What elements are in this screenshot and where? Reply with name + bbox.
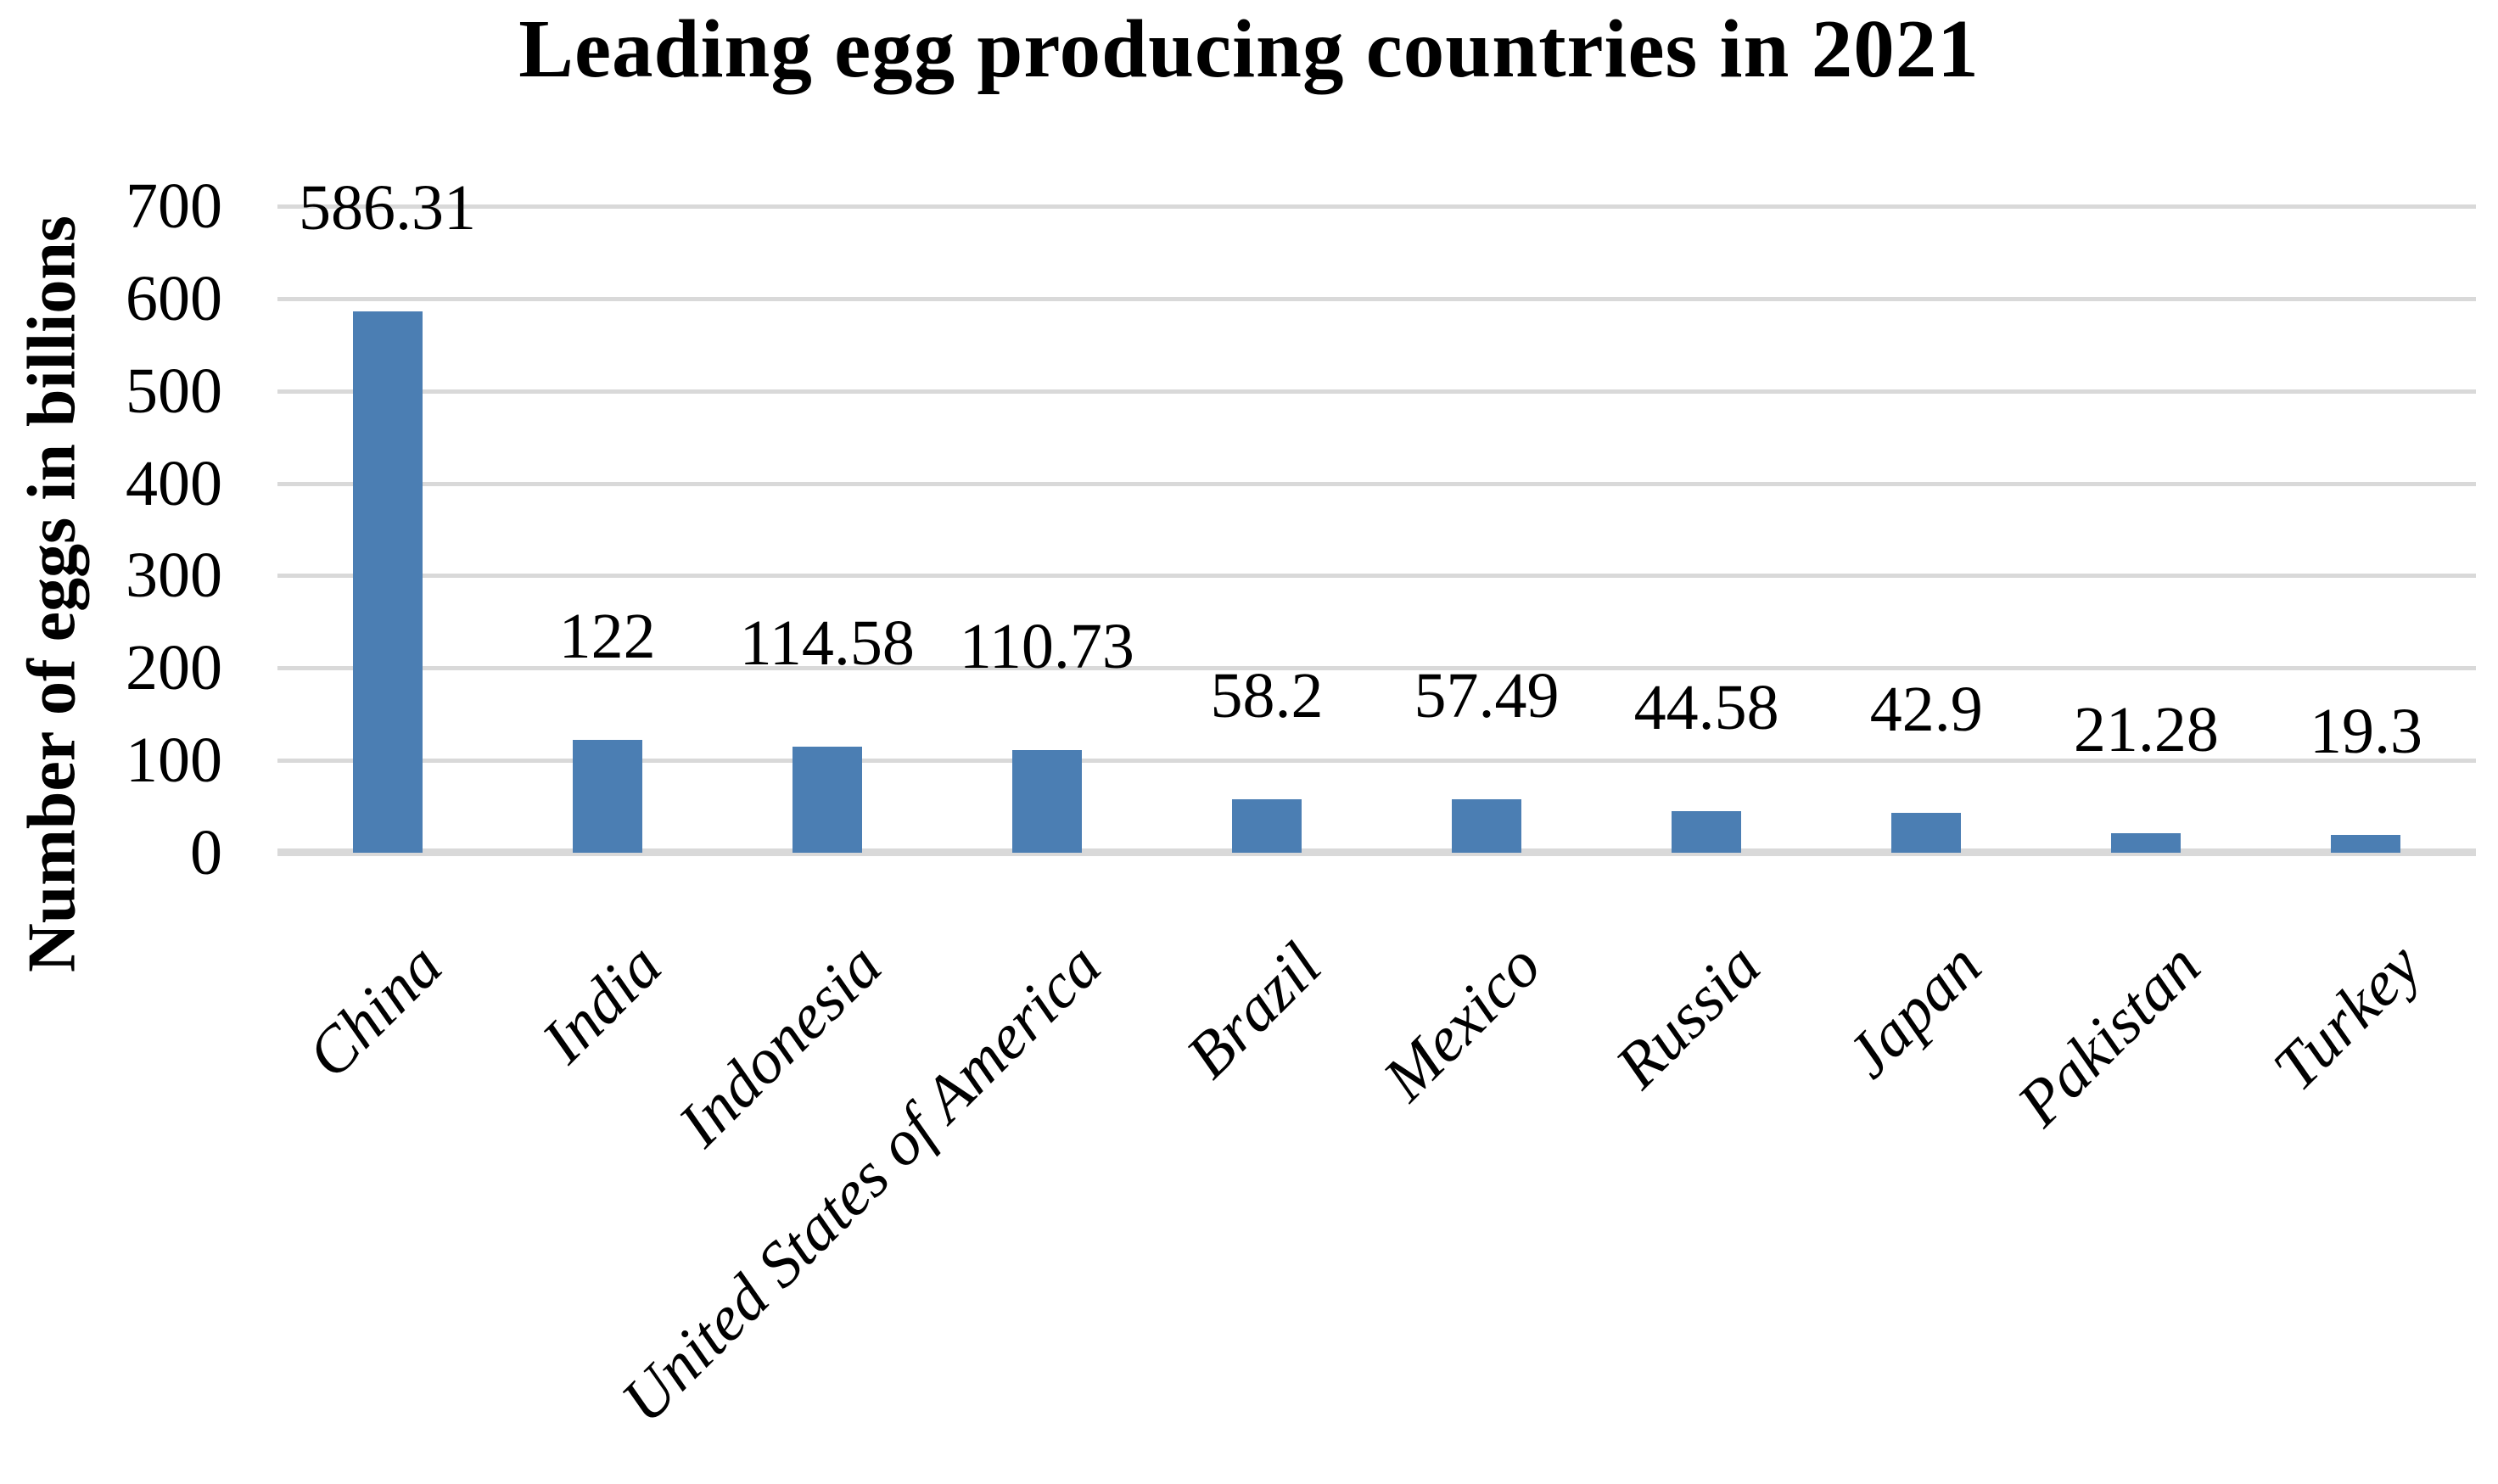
bar xyxy=(1231,798,1302,853)
x-axis-line xyxy=(277,848,2476,856)
x-tick-label: Japan xyxy=(1832,929,1995,1092)
x-tick-label: Brazil xyxy=(1173,929,1336,1092)
x-tick-label: Turkey xyxy=(2259,929,2434,1105)
bar-value-label: 58.2 xyxy=(1210,659,1324,731)
y-tick-label: 700 xyxy=(126,171,222,242)
x-tick-label: Russia xyxy=(1602,929,1775,1102)
gridline xyxy=(277,666,2476,671)
gridline xyxy=(277,574,2476,579)
gridline xyxy=(277,389,2476,394)
x-tick-label: India xyxy=(528,929,675,1077)
bar-value-label: 114.58 xyxy=(739,608,915,680)
gridline xyxy=(277,296,2476,301)
bar-value-label: 57.49 xyxy=(1414,660,1560,732)
y-tick-label: 600 xyxy=(126,262,222,334)
y-tick-label: 400 xyxy=(126,447,222,519)
bar-value-label: 110.73 xyxy=(959,611,1134,683)
bar xyxy=(1672,811,1742,853)
y-tick-label: 300 xyxy=(126,540,222,612)
plot-area xyxy=(277,204,2476,856)
gridline xyxy=(277,759,2476,764)
bar xyxy=(572,740,642,853)
gridline xyxy=(277,481,2476,486)
bar xyxy=(2331,835,2401,853)
bar-value-label: 21.28 xyxy=(2073,693,2219,765)
y-tick-label: 0 xyxy=(190,817,222,888)
y-axis-title: Number of eggs in billions xyxy=(14,216,90,972)
bar xyxy=(1891,813,1962,853)
bar-value-label: 586.31 xyxy=(299,171,477,244)
y-tick-label: 100 xyxy=(126,725,222,797)
x-tick-label: Mexico xyxy=(1369,929,1555,1115)
y-tick-label: 200 xyxy=(126,632,222,704)
bar-value-label: 44.58 xyxy=(1633,672,1779,744)
x-tick-label: Indonesia xyxy=(664,929,895,1161)
chart-title: Leading egg producing countries in 2021 xyxy=(518,3,1980,94)
x-tick-label: Pakistan xyxy=(2003,929,2215,1140)
y-tick-label: 500 xyxy=(126,355,222,427)
x-tick-label: China xyxy=(293,929,456,1092)
bar xyxy=(1452,799,1522,853)
bar-value-label: 19.3 xyxy=(2309,695,2422,767)
bar-value-label: 42.9 xyxy=(1869,674,1983,746)
gridline xyxy=(277,204,2476,209)
bar xyxy=(1011,750,1082,853)
bar xyxy=(2111,832,2182,853)
bar xyxy=(352,311,423,853)
bar-value-label: 122 xyxy=(558,601,656,673)
bar xyxy=(792,747,862,853)
